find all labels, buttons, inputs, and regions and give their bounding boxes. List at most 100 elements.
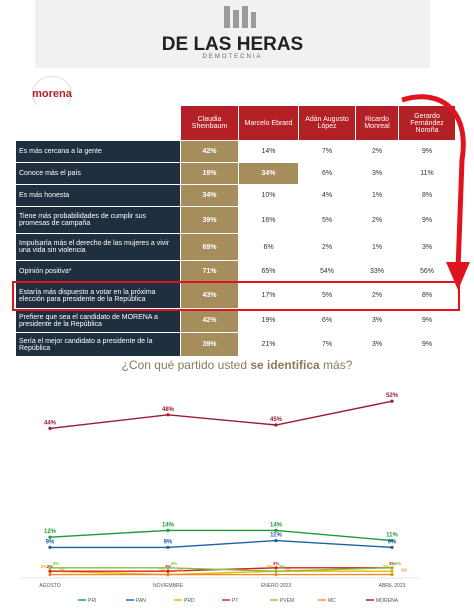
chart: ¿Con qué partido usted se identifica más… bbox=[20, 358, 420, 604]
data-label: 3% bbox=[395, 561, 402, 566]
cell: 19% bbox=[238, 308, 299, 333]
point bbox=[274, 539, 278, 543]
legend-label: PT bbox=[232, 598, 238, 604]
point bbox=[274, 569, 278, 573]
legend-label: MORENA bbox=[376, 598, 399, 604]
point bbox=[48, 569, 52, 573]
title-part: ¿Con qué partido usted bbox=[122, 358, 251, 372]
series-line bbox=[49, 529, 393, 542]
cell: 17% bbox=[238, 282, 299, 309]
data-label: 1% bbox=[401, 568, 408, 573]
cell: 11% bbox=[398, 162, 456, 185]
cell: 21% bbox=[238, 332, 299, 357]
point bbox=[48, 573, 52, 577]
data-label: 3% bbox=[53, 561, 60, 566]
series-line bbox=[50, 567, 393, 572]
point bbox=[166, 528, 170, 532]
point bbox=[274, 566, 278, 570]
legend-label: PVEM bbox=[280, 598, 294, 604]
cell: 9% bbox=[398, 332, 456, 357]
point bbox=[48, 426, 52, 430]
column-header: Claudia Sheinbaum bbox=[180, 105, 239, 141]
cell: 9% bbox=[398, 206, 456, 234]
logo-icon bbox=[224, 6, 256, 28]
header: DE LAS HERAS DEMOTECNIA bbox=[35, 0, 430, 68]
cell: 33% bbox=[355, 260, 399, 283]
cell: 54% bbox=[298, 260, 356, 283]
legend-label: MC bbox=[328, 598, 336, 604]
data-label: 1% bbox=[285, 568, 292, 573]
cell: 56% bbox=[398, 260, 456, 283]
cell: 19% bbox=[180, 162, 239, 185]
table-row: Tiene más probabilidades de cumplir sus … bbox=[15, 206, 456, 234]
cell: 65% bbox=[238, 260, 299, 283]
cell: 4% bbox=[298, 184, 356, 207]
series-line bbox=[49, 570, 392, 576]
cell: 7% bbox=[298, 140, 356, 163]
point bbox=[166, 413, 170, 417]
data-label: 3% bbox=[389, 561, 396, 566]
cell: 1% bbox=[355, 184, 399, 207]
cell: 2% bbox=[298, 233, 356, 261]
data-label: 3% bbox=[273, 561, 280, 566]
cell: 6% bbox=[238, 233, 299, 261]
data-label: 2% bbox=[383, 564, 390, 569]
cell: 3% bbox=[355, 332, 399, 357]
cell: 16% bbox=[238, 206, 299, 234]
cell: 3% bbox=[355, 308, 399, 333]
cell: 3% bbox=[398, 233, 456, 261]
table-row: Es más cercana a la gente 42% 14% 7% 2% 9% bbox=[15, 140, 456, 163]
point bbox=[166, 573, 170, 577]
data-label: 9% bbox=[164, 539, 173, 545]
row-label: Conoce más el país bbox=[15, 162, 181, 185]
table-row: Prefiere que sea el candidato de MORENA … bbox=[15, 308, 456, 333]
table-row: Impulsaría más el derecho de las mujeres… bbox=[15, 233, 456, 261]
point bbox=[166, 566, 170, 570]
row-label: Opinión positiva* bbox=[15, 260, 181, 283]
header-row: Claudia Sheinbaum Marcelo Ebrard Adán Augu… bbox=[15, 105, 456, 141]
cell: 43% bbox=[180, 282, 239, 309]
series-line bbox=[50, 539, 393, 549]
column-header: Ricardo Monreal bbox=[355, 105, 399, 141]
table: Claudia Sheinbaum Marcelo Ebrard Adán Augu… bbox=[15, 105, 456, 357]
point bbox=[166, 569, 170, 573]
point bbox=[390, 539, 394, 543]
table-row: Sería el mejor candidato a presidente de… bbox=[15, 332, 456, 357]
data-label: 2% bbox=[279, 564, 286, 569]
series-line bbox=[49, 400, 393, 430]
data-label: 1% bbox=[59, 568, 66, 573]
point bbox=[390, 545, 394, 549]
row-label: Es más honesta bbox=[15, 184, 181, 207]
point bbox=[274, 423, 278, 427]
data-label: 2% bbox=[267, 564, 274, 569]
chart-title: ¿Con qué partido usted se identifica más… bbox=[122, 358, 353, 372]
table-row: Estaría más dispuesto a votar en la próx… bbox=[15, 282, 456, 309]
point bbox=[390, 399, 394, 403]
point bbox=[166, 545, 170, 549]
data-label: 14% bbox=[270, 522, 283, 528]
cell: 39% bbox=[180, 206, 239, 234]
cell: 1% bbox=[355, 233, 399, 261]
brand-sub: DEMOTECNIA bbox=[202, 54, 263, 60]
x-tick-label: ABRIL 2023 bbox=[379, 583, 406, 589]
data-label: 9% bbox=[46, 539, 55, 545]
row-label: Es más cercana a la gente bbox=[15, 140, 181, 163]
legend-label: PRD bbox=[184, 598, 195, 604]
cell: 42% bbox=[180, 308, 239, 333]
row-label: Prefiere que sea el candidato de MORENA … bbox=[15, 308, 181, 333]
cell: 5% bbox=[298, 206, 356, 234]
data-label: 52% bbox=[386, 393, 399, 399]
title-part: más? bbox=[320, 358, 353, 372]
cell: 10% bbox=[238, 184, 299, 207]
cell: 34% bbox=[180, 184, 239, 207]
point bbox=[48, 545, 52, 549]
data-label: 9% bbox=[388, 539, 397, 545]
cell: 42% bbox=[180, 140, 239, 163]
x-tick-label: NOVIEMBRE bbox=[153, 583, 184, 589]
data-label: 3% bbox=[171, 561, 178, 566]
data-label: 11% bbox=[270, 533, 282, 539]
cell: 8% bbox=[398, 184, 456, 207]
cell: 7% bbox=[298, 332, 356, 357]
row-label: Tiene más probabilidades de cumplir sus … bbox=[15, 206, 181, 234]
